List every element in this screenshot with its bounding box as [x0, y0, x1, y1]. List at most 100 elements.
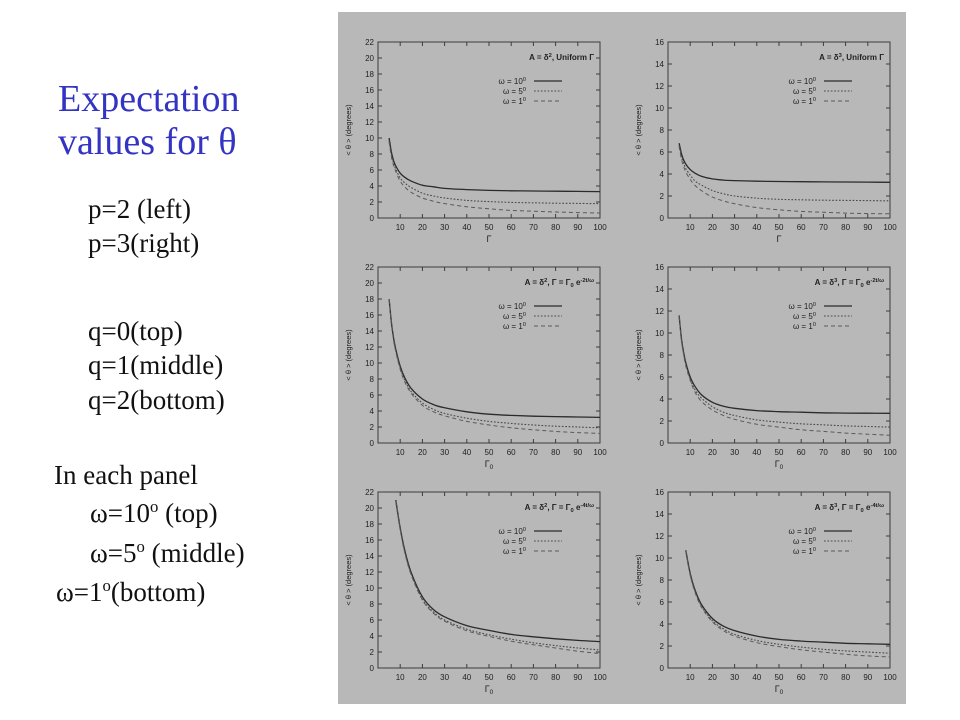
- x-tick-label: 70: [819, 223, 828, 232]
- x-tick-label: 40: [462, 223, 471, 232]
- x-tick-label: 80: [551, 448, 560, 457]
- y-tick-label: 6: [660, 373, 665, 382]
- y-tick-label: 4: [370, 182, 375, 191]
- x-tick-label: 50: [775, 448, 784, 457]
- y-axis-label: < θ > (degrees): [634, 554, 643, 606]
- plot-title: A = δ2, Uniform Γ: [529, 53, 594, 62]
- series-curve-omega-10deg: [678, 143, 891, 183]
- y-tick-label: 6: [660, 148, 665, 157]
- x-tick-label: 60: [507, 673, 516, 682]
- x-tick-label: 100: [593, 673, 607, 682]
- legend-label-omega-5deg: ω = 50: [793, 537, 816, 546]
- y-axis-label: < θ > (degrees): [344, 554, 353, 606]
- plot-panel-2: 10 20 30 40 50 60 70 80 90 100 0 2 4 6 8 10 12 14 16 Γ < θ >…: [634, 38, 897, 244]
- y-tick-label: 22: [365, 263, 374, 272]
- y-tick-label: 10: [365, 359, 374, 368]
- y-tick-label: 18: [365, 295, 374, 304]
- y-tick-label: 2: [370, 198, 375, 207]
- plot-title: A = δ2, Γ = Γ0 e-4t/ω: [525, 503, 594, 514]
- y-tick-label: 0: [660, 439, 665, 448]
- x-tick-label: 30: [440, 673, 449, 682]
- series-curve-omega-1deg: [395, 501, 601, 655]
- y-tick-label: 16: [655, 488, 664, 497]
- x-tick-label: 50: [775, 673, 784, 682]
- note-line: In each panel: [54, 460, 198, 490]
- legend-label-omega-1deg: ω = 10: [793, 322, 816, 331]
- y-tick-label: 8: [660, 351, 665, 360]
- y-tick-label: 18: [365, 70, 374, 79]
- legend-label-omega-1deg: ω = 10: [503, 547, 526, 556]
- x-tick-label: 50: [485, 673, 494, 682]
- y-tick-label: 12: [365, 118, 374, 127]
- plot-title: A = δ2, Γ = Γ0 e-2t/ω: [525, 278, 594, 289]
- series-curve-omega-5deg: [395, 500, 601, 651]
- x-tick-label: 100: [883, 448, 897, 457]
- plot-title: A = δ3, Uniform Γ: [819, 53, 884, 62]
- y-tick-label: 2: [370, 423, 375, 432]
- legend-label-omega-1deg: ω = 10: [503, 97, 526, 106]
- legend-label-omega-10deg: ω = 100: [499, 302, 527, 311]
- x-tick-label: 10: [396, 223, 405, 232]
- series-curve-omega-10deg: [388, 137, 601, 193]
- x-tick-label: 40: [462, 673, 471, 682]
- y-tick-label: 2: [660, 642, 665, 651]
- y-tick-label: 14: [365, 327, 374, 336]
- x-tick-label: 20: [708, 448, 717, 457]
- plot-frame: [667, 41, 891, 219]
- x-tick-label: 70: [529, 223, 538, 232]
- x-tick-label: 20: [708, 673, 717, 682]
- x-tick-label: 80: [551, 223, 560, 232]
- x-tick-label: 70: [819, 673, 828, 682]
- x-tick-label: 60: [507, 448, 516, 457]
- x-tick-label: 20: [418, 673, 427, 682]
- y-tick-label: 22: [365, 488, 374, 497]
- x-tick-label: 90: [573, 223, 582, 232]
- x-tick-label: 90: [573, 448, 582, 457]
- x-tick-label: 80: [551, 673, 560, 682]
- y-tick-label: 4: [370, 407, 375, 416]
- y-tick-label: 20: [365, 279, 374, 288]
- x-tick-label: 40: [462, 448, 471, 457]
- series-curve-omega-1deg: [678, 146, 891, 215]
- legend-label-omega-10deg: ω = 100: [789, 302, 817, 311]
- x-tick-label: 60: [507, 223, 516, 232]
- legend-label-omega-10deg: ω = 100: [499, 527, 527, 536]
- x-tick-label: 60: [797, 223, 806, 232]
- x-tick-label: 40: [752, 673, 761, 682]
- x-tick-label: 20: [708, 223, 717, 232]
- series-curve-omega-1deg: [678, 316, 891, 436]
- x-tick-label: 60: [797, 673, 806, 682]
- plot-panel-4: 10 20 30 40 50 60 70 80 90 100 0 2 4 6 8 10 12 14 16 Γ0 < θ …: [634, 263, 897, 469]
- legend-label-omega-1deg: ω = 10: [793, 547, 816, 556]
- y-tick-label: 0: [660, 214, 665, 223]
- slide-title-line-1: Expectation: [58, 78, 240, 120]
- y-tick-label: 16: [655, 263, 664, 272]
- y-tick-label: 6: [370, 616, 375, 625]
- y-tick-label: 10: [655, 554, 664, 563]
- note-line: q=2(bottom): [88, 385, 225, 415]
- y-tick-label: 12: [655, 307, 664, 316]
- legend-label-omega-10deg: ω = 100: [789, 527, 817, 536]
- x-tick-label: 80: [841, 448, 850, 457]
- x-tick-label: 80: [841, 673, 850, 682]
- y-tick-label: 12: [655, 532, 664, 541]
- figure-panel: 10 20 30 40 50 60 70 80 90 100 0 2 4 6 8 10 12 14 16 18 20 22…: [338, 12, 906, 704]
- series-curve-omega-10deg: [395, 499, 601, 643]
- x-tick-label: 20: [418, 448, 427, 457]
- legend-label-omega-5deg: ω = 50: [503, 312, 526, 321]
- legend-label-omega-1deg: ω = 10: [503, 322, 526, 331]
- x-tick-label: 10: [686, 448, 695, 457]
- legend-label-omega-10deg: ω = 100: [499, 77, 527, 86]
- y-tick-label: 8: [660, 126, 665, 135]
- series-curve-omega-10deg: [388, 298, 601, 419]
- y-tick-label: 16: [655, 38, 664, 47]
- plot-panel-3: 10 20 30 40 50 60 70 80 90 100 0 2 4 6 8 10 12 14 16 18 20 22…: [344, 263, 607, 469]
- series-curve-omega-5deg: [678, 315, 891, 428]
- x-tick-label: 50: [485, 223, 494, 232]
- x-tick-label: 60: [797, 448, 806, 457]
- legend-label-omega-1deg: ω = 10: [793, 97, 816, 106]
- series-curve-omega-5deg: [678, 145, 891, 202]
- y-axis-label: < θ > (degrees): [634, 329, 643, 381]
- x-tick-label: 90: [863, 223, 872, 232]
- y-tick-label: 4: [660, 620, 665, 629]
